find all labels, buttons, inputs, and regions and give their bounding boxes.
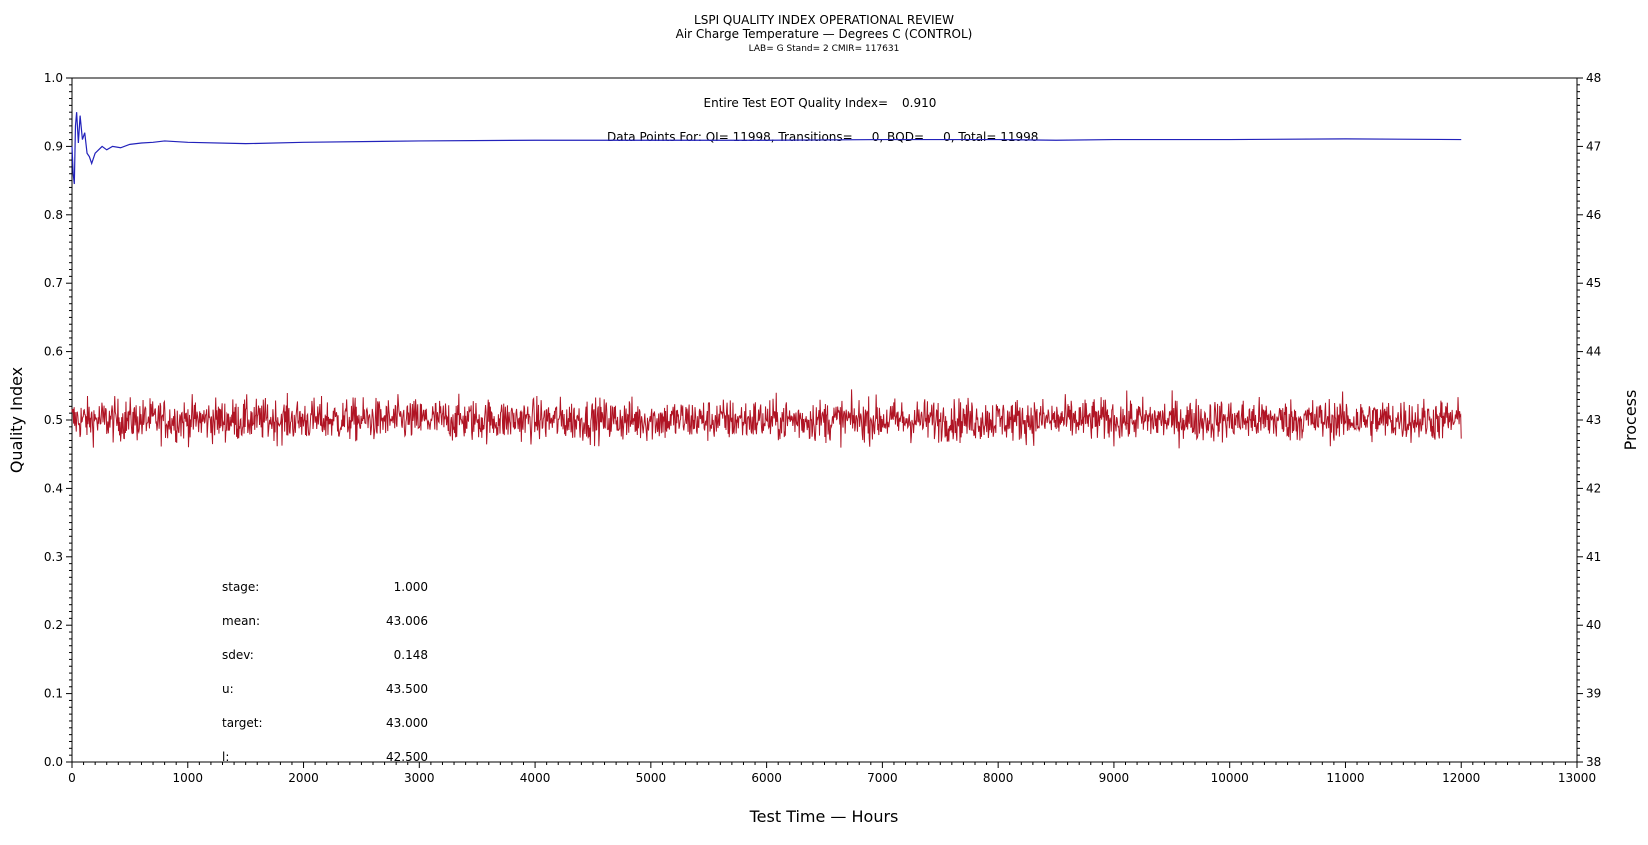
y-tick-label: 0.4: [44, 481, 63, 495]
x-tick-label: 3000: [404, 771, 435, 785]
y2-tick-label: 40: [1586, 618, 1601, 632]
data-points-annotation: Data Points For: QI= 11998, Transitions=…: [607, 130, 1038, 144]
quality-index-line: [71, 112, 1462, 185]
y-tick-label: 0.5: [44, 413, 63, 427]
y2-tick-label: 43: [1586, 413, 1601, 427]
y2-tick-label: 47: [1586, 139, 1601, 153]
stat-label: u:: [222, 682, 234, 696]
stats-table: stage: 1.000 mean: 43.006 sdev: 0.148 u: 43.500…: [222, 580, 428, 764]
y2-tick-label: 45: [1586, 276, 1601, 290]
chart-subtitle-lab: LAB= G Stand= 2 CMIR= 117631: [749, 44, 900, 54]
y-tick-label: 0.2: [44, 618, 63, 632]
y-axis-ticks: 0.0 0.1 0.2 0.3 0.4 0.5 0.6 0.7 0.8 0.9 1.0: [44, 71, 72, 769]
quality-index-series: [71, 112, 1462, 185]
y2-axis-ticks: 38 39 40 41 42 43 44 45 46 47 48: [1577, 71, 1601, 769]
x-tick-label: 4000: [520, 771, 551, 785]
y2-tick-label: 44: [1586, 345, 1601, 359]
process-line: [71, 389, 1462, 449]
x-tick-label: 9000: [1099, 771, 1130, 785]
x-tick-label: 10000: [1211, 771, 1249, 785]
stat-value: 1.000: [394, 580, 428, 594]
y-tick-label: 0.3: [44, 550, 63, 564]
y2-axis-title: Process: [1621, 390, 1640, 451]
y-tick-label: 0.8: [44, 208, 63, 222]
eot-annotation: Entire Test EOT Quality Index= 0.910: [704, 96, 937, 110]
x-tick-label: 12000: [1442, 771, 1480, 785]
x-axis-title: Test Time — Hours: [749, 807, 899, 826]
x-tick-label: 1000: [172, 771, 203, 785]
y2-tick-label: 38: [1586, 755, 1601, 769]
x-tick-label: 6000: [751, 771, 782, 785]
x-tick-label: 7000: [867, 771, 898, 785]
y-tick-label: 0.0: [44, 755, 63, 769]
stat-value: 0.148: [394, 648, 428, 662]
y2-tick-label: 46: [1586, 208, 1601, 222]
x-axis-ticks: 0 1000 2000 3000 4000 5000 6000 7000 8000 9000 100…: [68, 762, 1596, 785]
eot-value: 0.910: [902, 96, 936, 110]
stat-value: 43.500: [386, 682, 428, 696]
stat-label: mean:: [222, 614, 260, 628]
x-tick-label: 13000: [1558, 771, 1596, 785]
x-tick-label: 5000: [636, 771, 667, 785]
stat-value: 43.006: [386, 614, 428, 628]
stat-label: target:: [222, 716, 263, 730]
y2-tick-label: 41: [1586, 550, 1601, 564]
x-tick-label: 0: [68, 771, 76, 785]
x-tick-label: 11000: [1326, 771, 1364, 785]
y-tick-label: 1.0: [44, 71, 63, 85]
x-tick-label: 8000: [983, 771, 1014, 785]
eot-label: Entire Test EOT Quality Index=: [704, 96, 889, 110]
chart-subtitle: Air Charge Temperature — Degrees C (CONT…: [676, 27, 973, 41]
y-tick-label: 0.6: [44, 345, 63, 359]
y-tick-label: 0.1: [44, 687, 63, 701]
stat-label: l:: [222, 750, 229, 764]
stat-value: 42.500: [386, 750, 428, 764]
y2-tick-label: 48: [1586, 71, 1601, 85]
y2-tick-label: 42: [1586, 481, 1601, 495]
y-tick-label: 0.9: [44, 139, 63, 153]
stat-label: stage:: [222, 580, 259, 594]
stat-value: 43.000: [386, 716, 428, 730]
y-tick-label: 0.7: [44, 276, 63, 290]
x-tick-label: 2000: [288, 771, 319, 785]
chart-title: LSPI QUALITY INDEX OPERATIONAL REVIEW: [694, 13, 954, 27]
y2-tick-label: 39: [1586, 687, 1601, 701]
stat-label: sdev:: [222, 648, 254, 662]
y-axis-title: Quality Index: [7, 367, 26, 473]
process-series: [71, 389, 1462, 449]
